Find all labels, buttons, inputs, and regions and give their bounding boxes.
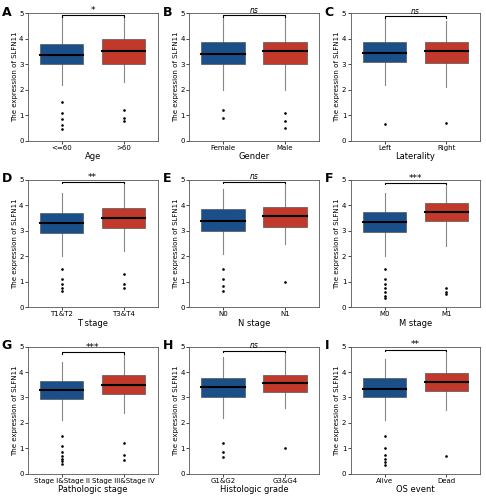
Text: *: *: [90, 6, 95, 15]
X-axis label: Pathologic stage: Pathologic stage: [58, 486, 127, 494]
X-axis label: Laterality: Laterality: [396, 152, 435, 161]
Bar: [425, 203, 468, 220]
Text: ***: ***: [409, 174, 422, 182]
Text: G: G: [2, 339, 12, 352]
X-axis label: OS event: OS event: [396, 486, 435, 494]
Y-axis label: The expression of SLFN11: The expression of SLFN11: [173, 32, 179, 122]
Text: ***: ***: [86, 343, 100, 352]
Bar: [263, 374, 307, 392]
Text: F: F: [325, 172, 333, 185]
Y-axis label: The expression of SLFN11: The expression of SLFN11: [334, 198, 341, 289]
Text: C: C: [325, 6, 334, 18]
Bar: [363, 42, 406, 62]
Bar: [202, 209, 245, 231]
Text: **: **: [88, 172, 97, 182]
X-axis label: Age: Age: [85, 152, 101, 161]
Text: D: D: [2, 172, 12, 185]
Bar: [263, 206, 307, 227]
Y-axis label: The expression of SLFN11: The expression of SLFN11: [12, 32, 17, 122]
Text: ns: ns: [250, 172, 259, 182]
Bar: [363, 378, 406, 398]
X-axis label: Histologic grade: Histologic grade: [220, 486, 288, 494]
Y-axis label: The expression of SLFN11: The expression of SLFN11: [334, 32, 341, 122]
Text: ns: ns: [250, 342, 259, 350]
Bar: [40, 44, 84, 64]
Bar: [40, 381, 84, 398]
Y-axis label: The expression of SLFN11: The expression of SLFN11: [12, 198, 17, 289]
Y-axis label: The expression of SLFN11: The expression of SLFN11: [334, 365, 341, 456]
Text: ns: ns: [250, 6, 259, 15]
Bar: [40, 213, 84, 234]
Bar: [102, 38, 145, 64]
Text: ns: ns: [411, 6, 420, 16]
Bar: [102, 374, 145, 394]
Y-axis label: The expression of SLFN11: The expression of SLFN11: [173, 365, 179, 456]
X-axis label: N stage: N stage: [238, 319, 270, 328]
Y-axis label: The expression of SLFN11: The expression of SLFN11: [173, 198, 179, 289]
Bar: [425, 42, 468, 63]
Text: H: H: [163, 339, 174, 352]
Bar: [425, 374, 468, 391]
Text: A: A: [2, 6, 11, 18]
Text: I: I: [325, 339, 329, 352]
X-axis label: T stage: T stage: [77, 319, 108, 328]
Bar: [263, 42, 307, 64]
Text: **: **: [411, 340, 420, 349]
Bar: [363, 212, 406, 232]
X-axis label: M stage: M stage: [399, 319, 432, 328]
Bar: [202, 42, 245, 64]
Bar: [102, 208, 145, 229]
Bar: [202, 378, 245, 398]
Text: B: B: [163, 6, 173, 18]
Y-axis label: The expression of SLFN11: The expression of SLFN11: [12, 365, 17, 456]
Text: E: E: [163, 172, 172, 185]
X-axis label: Gender: Gender: [239, 152, 270, 161]
